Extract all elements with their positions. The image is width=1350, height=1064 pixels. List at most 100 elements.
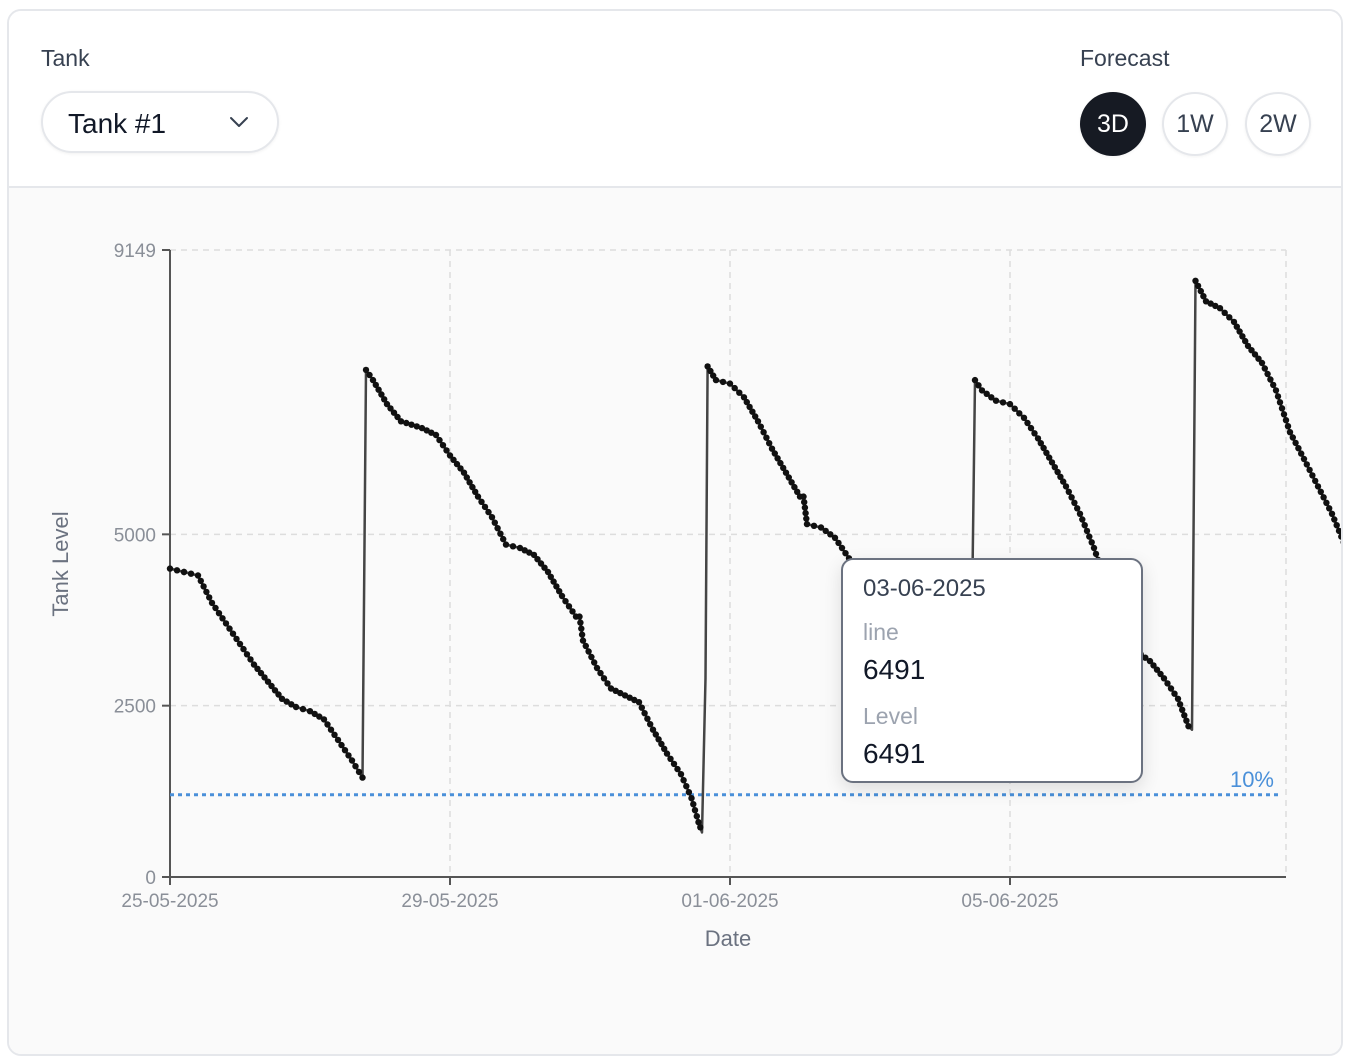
- data-point: [1037, 440, 1045, 447]
- data-point: [1200, 293, 1207, 300]
- chart-tooltip: 03-06-2025 line 6491 Level 6491: [841, 558, 1143, 783]
- data-point: [1317, 488, 1325, 495]
- data-point: [1248, 347, 1255, 354]
- data-point: [1261, 365, 1269, 372]
- data-point: [547, 573, 554, 580]
- data-point: [1303, 461, 1311, 468]
- data-point: [390, 409, 398, 416]
- data-point: [1076, 510, 1084, 517]
- forecast-label: Forecast: [1080, 45, 1170, 71]
- data-point: [683, 783, 690, 790]
- data-point: [831, 534, 839, 541]
- data-point: [1054, 468, 1061, 476]
- data-point: [491, 519, 498, 526]
- data-point: [635, 699, 643, 706]
- x-tick-label: 05-06-2025: [961, 891, 1058, 912]
- tank-label: Tank: [41, 45, 90, 71]
- data-point: [1326, 505, 1333, 512]
- data-point: [494, 525, 501, 532]
- forecast-1w-button[interactable]: 1W: [1162, 92, 1228, 156]
- data-point: [641, 710, 648, 717]
- y-tick-label: 9149: [114, 241, 156, 262]
- data-point: [403, 419, 410, 427]
- data-point: [680, 777, 687, 784]
- data-point: [1320, 494, 1327, 501]
- data-point: [1083, 527, 1091, 535]
- data-point: [1088, 539, 1095, 546]
- data-point: [593, 664, 601, 672]
- data-point: [1081, 522, 1088, 529]
- data-point: [558, 592, 566, 600]
- data-point: [530, 551, 538, 559]
- data-point: [243, 651, 251, 658]
- data-point: [801, 504, 809, 511]
- data-point: [381, 396, 388, 403]
- data-point: [800, 493, 807, 500]
- forecast-2w-button[interactable]: 2W: [1245, 92, 1311, 156]
- data-point: [261, 674, 268, 681]
- data-point: [375, 386, 382, 393]
- data-point: [726, 380, 734, 387]
- data-point: [697, 824, 704, 831]
- data-point: [1176, 701, 1184, 708]
- data-point: [463, 474, 470, 481]
- data-point: [704, 363, 711, 370]
- data-point: [743, 398, 750, 406]
- data-point: [766, 440, 773, 447]
- data-point: [378, 391, 385, 398]
- data-point: [597, 669, 604, 677]
- data-point: [562, 598, 569, 605]
- data-point: [842, 550, 849, 557]
- data-point: [453, 460, 461, 468]
- data-point: [215, 610, 223, 617]
- data-point: [408, 421, 415, 428]
- data-point: [1272, 387, 1280, 394]
- data-point: [1244, 342, 1252, 350]
- data-point: [1043, 449, 1050, 456]
- data-point: [366, 371, 373, 379]
- data-point: [1280, 411, 1288, 418]
- data-point: [1295, 445, 1302, 452]
- data-point: [1323, 499, 1330, 506]
- data-point: [534, 556, 541, 563]
- data-point: [695, 819, 702, 826]
- data-point: [579, 637, 587, 644]
- data-point: [1298, 450, 1305, 457]
- data-point: [1258, 359, 1266, 367]
- data-point: [481, 503, 489, 511]
- data-point: [497, 530, 504, 537]
- data-point: [1309, 472, 1316, 479]
- forecast-3d-button[interactable]: 3D: [1080, 92, 1146, 156]
- data-point: [817, 524, 825, 531]
- data-point: [638, 704, 645, 711]
- data-point: [1086, 533, 1093, 540]
- data-point: [791, 483, 798, 491]
- data-point: [757, 423, 764, 430]
- data-point: [1090, 544, 1098, 552]
- data-point: [774, 455, 781, 462]
- data-point: [693, 813, 700, 820]
- data-point: [1328, 510, 1336, 517]
- tank-select[interactable]: Tank #1: [41, 91, 279, 153]
- data-point: [488, 514, 496, 521]
- data-point: [788, 479, 795, 486]
- data-point: [1150, 662, 1157, 669]
- data-point: [1274, 393, 1282, 400]
- data-point: [1221, 309, 1228, 316]
- data-point: [835, 539, 842, 547]
- data-point: [782, 469, 790, 476]
- data-point: [688, 795, 695, 802]
- data-point: [369, 376, 377, 384]
- chevron-down-icon: [230, 117, 248, 127]
- data-point: [1226, 314, 1233, 321]
- data-point: [432, 431, 440, 439]
- data-point: [541, 564, 548, 571]
- data-point: [652, 731, 659, 738]
- data-point: [1179, 706, 1186, 713]
- data-point: [1164, 680, 1171, 687]
- data-point: [1255, 355, 1262, 362]
- data-point: [1065, 488, 1073, 495]
- data-point: [1230, 318, 1238, 326]
- data-point: [674, 765, 681, 773]
- data-point: [275, 691, 282, 698]
